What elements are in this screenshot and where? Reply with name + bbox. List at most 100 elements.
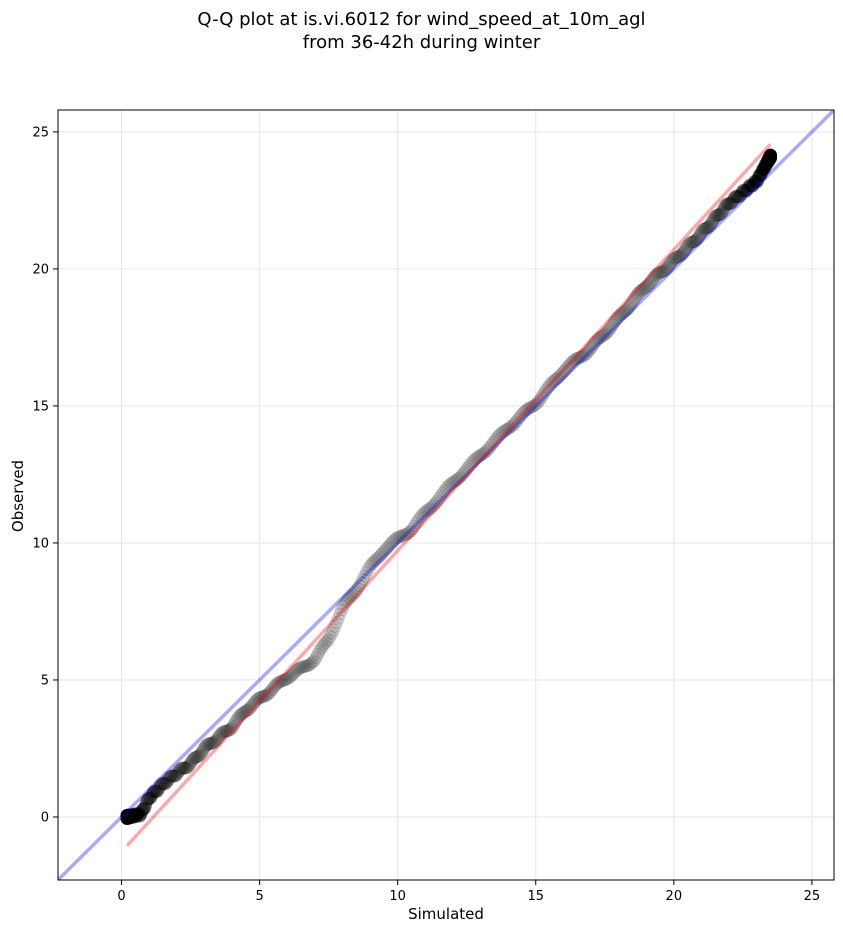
qq-point [724,196,738,210]
qq-point [120,812,134,826]
qq-point [752,170,766,184]
qq-point [348,586,362,600]
qq-point [120,810,134,824]
qq-point [187,751,201,765]
qq-point [211,732,225,746]
qq-point [762,154,776,168]
qq-point [541,380,555,394]
qq-point [130,808,144,822]
fit-line [125,143,772,847]
qq-point [208,734,222,748]
qq-point [394,529,408,543]
qq-point [763,150,777,164]
qq-point [757,162,771,176]
qq-point [282,671,296,685]
qq-point [504,420,518,434]
qq-point [637,282,651,296]
qq-point [761,155,775,169]
qq-point [123,810,137,824]
qq-point [719,198,733,211]
qq-point [158,777,172,791]
qq-point [763,152,777,166]
qq-point [214,727,228,741]
y-tick-label: 15 [32,399,49,414]
qq-point [120,809,134,823]
qq-point [630,287,644,301]
qq-point [281,672,295,686]
qq-point [760,155,774,168]
qq-point [181,759,195,773]
qq-point [738,184,752,198]
qq-point [297,660,311,674]
qq-point [395,529,409,543]
qq-point [129,810,143,824]
qq-point [402,525,416,539]
axes-frame [57,109,835,881]
qq-point [124,811,138,825]
qq-point [763,151,777,165]
qq-point [739,184,753,198]
qq-point [763,148,777,162]
qq-point [731,190,745,204]
qq-point [121,811,135,825]
qq-point [684,235,698,249]
qq-point [446,475,460,489]
qq-point [189,750,203,764]
qq-point [144,790,158,804]
qq-point [121,811,135,825]
qq-point [166,769,180,783]
qq-point [122,809,136,823]
qq-point [763,149,777,163]
qq-point [126,810,140,824]
qq-point [752,168,766,182]
qq-point [490,431,504,445]
qq-point [762,154,776,168]
qq-point [763,152,777,166]
qq-point [430,494,444,508]
qq-point [416,507,430,521]
qq-point [559,362,573,376]
qq-point [636,283,650,297]
qq-point [413,511,427,525]
qq-point [181,760,195,774]
x-tick-label: 0 [117,889,125,904]
qq-point [576,349,590,363]
qq-point [322,632,336,646]
qq-point [185,754,199,768]
qq-point [763,149,777,163]
qq-point [303,657,317,671]
qq-point [338,597,352,611]
qq-point [593,331,607,345]
qq-point [121,808,135,822]
qq-point [216,725,230,739]
qq-point [120,810,134,824]
qq-point [584,342,598,356]
qq-point [763,151,777,165]
qq-point [756,162,770,176]
qq-point [763,148,777,162]
qq-point [420,504,434,518]
qq-point [740,184,754,198]
qq-point [763,150,777,164]
qq-point [120,809,134,823]
qq-point [238,705,252,719]
qq-point [591,332,605,346]
qq-point [339,595,353,609]
qq-point [120,809,134,823]
qq-point [745,179,759,193]
qq-point [343,591,357,605]
qq-point [763,148,777,162]
qq-point [434,489,448,503]
qq-point [763,148,777,162]
qq-point [706,213,720,227]
qq-point [120,812,134,826]
qq-point [120,808,134,822]
qq-point [173,763,187,777]
qq-point [610,311,624,325]
qq-point [723,197,737,211]
qq-point [120,810,134,824]
qq-point [120,809,134,823]
qq-point [120,809,134,823]
qq-point [441,480,455,494]
qq-point [762,150,776,164]
